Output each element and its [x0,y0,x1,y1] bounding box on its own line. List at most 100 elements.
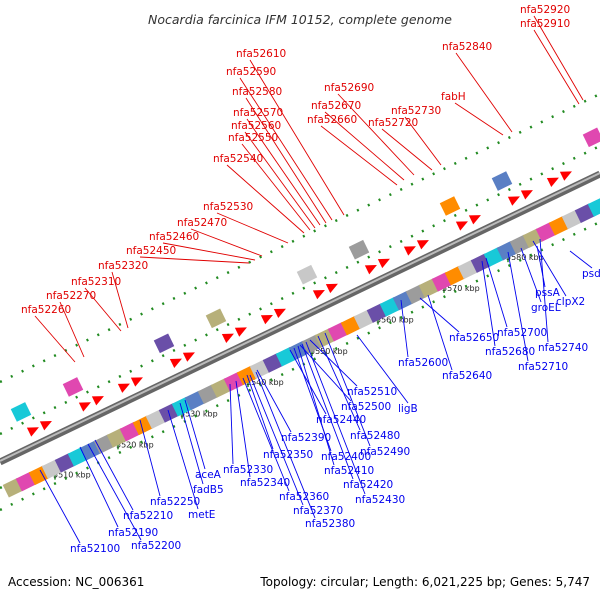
forward-gene-label: nfa52910 [520,18,570,30]
reverse-gene-label: clpX2 [556,296,585,308]
reverse-gene-label: nfa52710 [518,361,568,373]
forward-gene-label: nfa52920 [520,4,570,16]
forward-gene-arrow [377,258,390,269]
forward-gene-label: nfa52610 [236,48,286,60]
forward-gene-label: fabH [441,91,466,103]
forward-gene-arrow [91,396,104,406]
reverse-leader-line [569,250,593,269]
reverse-gene-label: nfa52250 [150,496,200,508]
forward-gene-label: nfa52730 [391,105,441,117]
reverse-leader-line [242,377,290,492]
reverse-leader-line [356,334,409,404]
reverse-gene-label: pssA [535,287,561,299]
reverse-gene-label: psd [582,268,600,280]
reverse-leader-line [79,446,119,528]
reverse-gene-label: nfa52350 [263,449,313,461]
gene-box [348,239,370,260]
forward-gene-label: nfa52320 [98,260,148,272]
reverse-gene-label: nfa52100 [70,543,120,555]
genome-stats: Topology: circular; Length: 6,021,225 bp… [259,575,590,589]
scale-tick-label: 5510 kbp [53,471,91,480]
gene-box [491,171,513,191]
gene-box [587,197,600,217]
reverse-leader-line [167,409,199,510]
genome-backbone [0,170,600,466]
forward-gene-arrow [260,314,273,325]
forward-gene-arrow [26,427,39,437]
gene-features [2,127,600,498]
reverse-gene-label: aceA [195,469,222,481]
accession-label: Accession: NC_006361 [8,575,144,589]
reverse-gene-label: nfa52640 [442,370,492,382]
forward-gene-arrow [507,196,520,206]
reverse-leader-line [481,260,496,347]
forward-leader-line [337,93,415,176]
forward-leader-line [84,287,122,332]
reverse-leader-line [520,247,542,303]
forward-leader-line [324,111,405,181]
forward-gene-arrow [234,327,247,337]
forward-gene-arrow [221,333,234,343]
reverse-gene-label: nfa52500 [341,401,391,413]
forward-gene-arrow [130,377,143,387]
forward-leader-line [245,97,327,224]
scale-tick-label: 5560 kbp [376,316,414,325]
forward-gene-label: nfa52840 [442,41,492,53]
reverse-gene-label: nfa52380 [305,518,355,530]
reverse-gene-label: nfa52680 [485,346,535,358]
reverse-leader-line [324,332,371,447]
reverse-gene-label: nfa52420 [343,479,393,491]
forward-leader-line [381,128,433,171]
forward-gene-arrow [559,171,572,181]
gene-box [296,264,318,285]
reverse-gene-label: nfa52700 [497,327,547,339]
reverse-leader-line [536,245,546,288]
label-leader-lines [34,15,593,544]
reverse-leader-line [249,374,304,506]
reverse-gene-label: metE [188,509,215,521]
forward-gene-label: nfa52670 [311,100,361,112]
forward-leader-line [320,125,398,186]
reverse-leader-line [255,371,316,519]
forward-leader-line [139,256,250,264]
reverse-gene-label: nfa52510 [347,386,397,398]
forward-leader-line [190,228,263,257]
forward-gene-arrow [403,246,416,256]
gene-box [582,127,600,148]
reverse-gene-label: nfa52330 [223,464,273,476]
forward-leader-line [239,77,333,221]
forward-gene-label: nfa52690 [324,82,374,94]
scale-tick-label: 5540 kbp [246,378,284,387]
reverse-leader-line [427,294,453,371]
gene-labels: nfa52920 nfa52910 nfa52840 nfa52610 nfa52590… [21,4,600,555]
reverse-leader-line [309,339,358,387]
scale-ticks: 5510 kbp 5520 kbp 5530 kbp 5540 kbp 5550 kbp… [53,253,544,480]
forward-gene-arrow [312,289,325,300]
forward-gene-label: nfa52450 [126,245,176,257]
gene-box [439,196,461,216]
reverse-gene-label: nfa52210 [123,510,173,522]
forward-leader-line [244,131,316,229]
reverse-gene-label: nfa52600 [398,357,448,369]
forward-gene-arrow [364,265,377,275]
reverse-gene-label: ligB [398,403,418,415]
reverse-leader-line [297,345,335,466]
forward-leader-line [246,118,321,226]
reverse-leader-line [229,383,234,465]
reverse-leader-line [305,341,366,495]
scale-tick-label: 5570 kbp [442,284,480,293]
forward-leader-line [216,212,289,244]
forward-leader-line [249,59,345,216]
forward-gene-label: nfa52270 [46,290,96,302]
reverse-leader-line [289,349,327,415]
reverse-gene-label: groEL [531,302,561,314]
forward-gene-arrow [78,402,91,412]
forward-gene-arrow [325,283,338,294]
reverse-leader-line [39,469,81,544]
forward-gene-label: nfa52560 [231,120,281,132]
reverse-leader-line [256,369,292,433]
reverse-gene-label: nfa52440 [316,414,366,426]
reverse-gene-label: nfa52490 [360,446,410,458]
reverse-leader-line [179,402,204,485]
reverse-leader-line [539,238,549,343]
